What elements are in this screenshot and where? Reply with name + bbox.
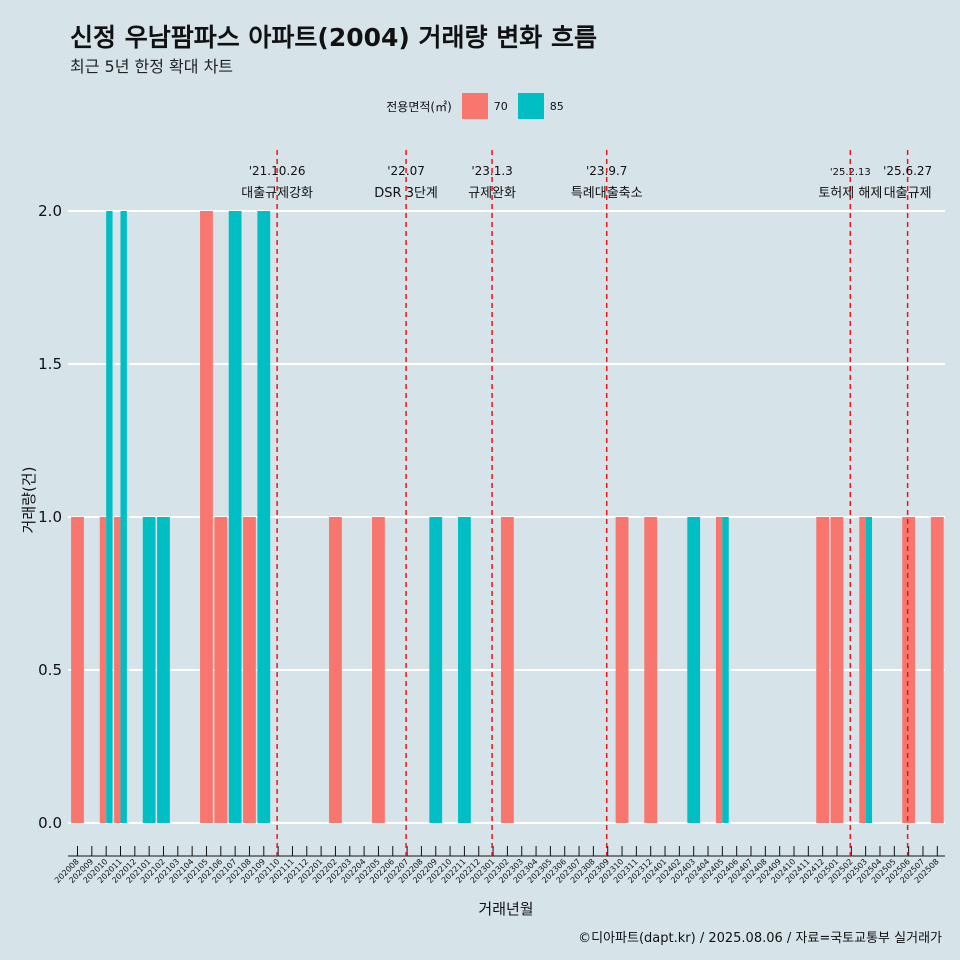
event-label: DSR 3단계 — [374, 186, 438, 201]
bar-85-202102 — [157, 517, 170, 823]
bar-70-202010 — [99, 517, 107, 823]
bar-70-202405 — [715, 517, 723, 823]
bar-85-202109 — [257, 211, 271, 823]
bar-70-202508 — [930, 517, 944, 823]
bar-70-202302 — [501, 517, 514, 823]
event-date: '23.1.3 — [471, 164, 512, 178]
legend-label-85: 85 — [549, 99, 564, 113]
event-label: 대출규제강화 — [241, 186, 313, 201]
bar-70-202202 — [329, 517, 342, 823]
bar-70-202312 — [644, 517, 658, 823]
y-tick-label: 1.5 — [38, 355, 62, 373]
bar-85-202011 — [120, 211, 127, 823]
event-date: '21.10.26 — [249, 164, 306, 178]
bar-70-202501 — [830, 517, 844, 823]
bar-70-202205 — [372, 517, 385, 823]
bar-85-202209 — [429, 517, 443, 823]
event-label: 대출규제 — [884, 186, 932, 201]
bar-85-202405 — [722, 517, 729, 823]
chart-subtitle: 최근 5년 한정 확대 차트 — [70, 57, 234, 76]
event-date: '23.9.7 — [586, 164, 627, 178]
event-label: 특례대출축소 — [571, 186, 643, 201]
y-tick-label: 0.5 — [38, 661, 62, 679]
y-tick-label: 0.0 — [38, 814, 62, 832]
bar-70-202310 — [615, 517, 629, 823]
event-label: 규제완화 — [468, 186, 516, 201]
bar-70-202108 — [243, 517, 256, 823]
event-label: 토허제 해제 — [818, 186, 882, 201]
legend-title: 전용면적(㎡) — [386, 99, 452, 114]
bar-70-202412 — [816, 517, 830, 823]
bar-85-202010 — [106, 211, 113, 823]
event-date: '25.6.27 — [883, 164, 932, 178]
bar-85-202403 — [687, 517, 701, 823]
bar-70-202506 — [902, 517, 916, 823]
bar-70-202105 — [200, 211, 213, 823]
legend: 전용면적(㎡) 70 85 — [0, 93, 960, 119]
legend-label-70: 70 — [493, 99, 508, 113]
legend-swatch-85 — [517, 93, 544, 119]
footer-credit: ©디아파트(dapt.kr) / 2025.08.06 / 자료=국토교통부 실… — [578, 931, 942, 946]
bar-85-202503 — [865, 517, 873, 823]
y-tick-label: 1.0 — [38, 508, 62, 526]
event-date: '22.07 — [387, 164, 425, 178]
bar-85-202107 — [228, 211, 242, 823]
y-tick-label: 2.0 — [38, 202, 62, 220]
bar-70-202008 — [71, 517, 84, 823]
event-date: '25.2.13 — [830, 167, 871, 178]
x-axis-title: 거래년월 — [478, 900, 533, 918]
bar-70-202106 — [214, 517, 228, 823]
bar-70-202503 — [859, 517, 866, 823]
bar-70-202011 — [114, 517, 121, 823]
legend-swatch-70 — [461, 93, 488, 119]
chart-title: 신정 우남팜파스 아파트(2004) 거래량 변화 흐름 — [70, 23, 597, 52]
bar-85-202211 — [458, 517, 471, 823]
y-axis-title: 거래량(건) — [20, 467, 38, 534]
bar-85-202101 — [142, 517, 156, 823]
